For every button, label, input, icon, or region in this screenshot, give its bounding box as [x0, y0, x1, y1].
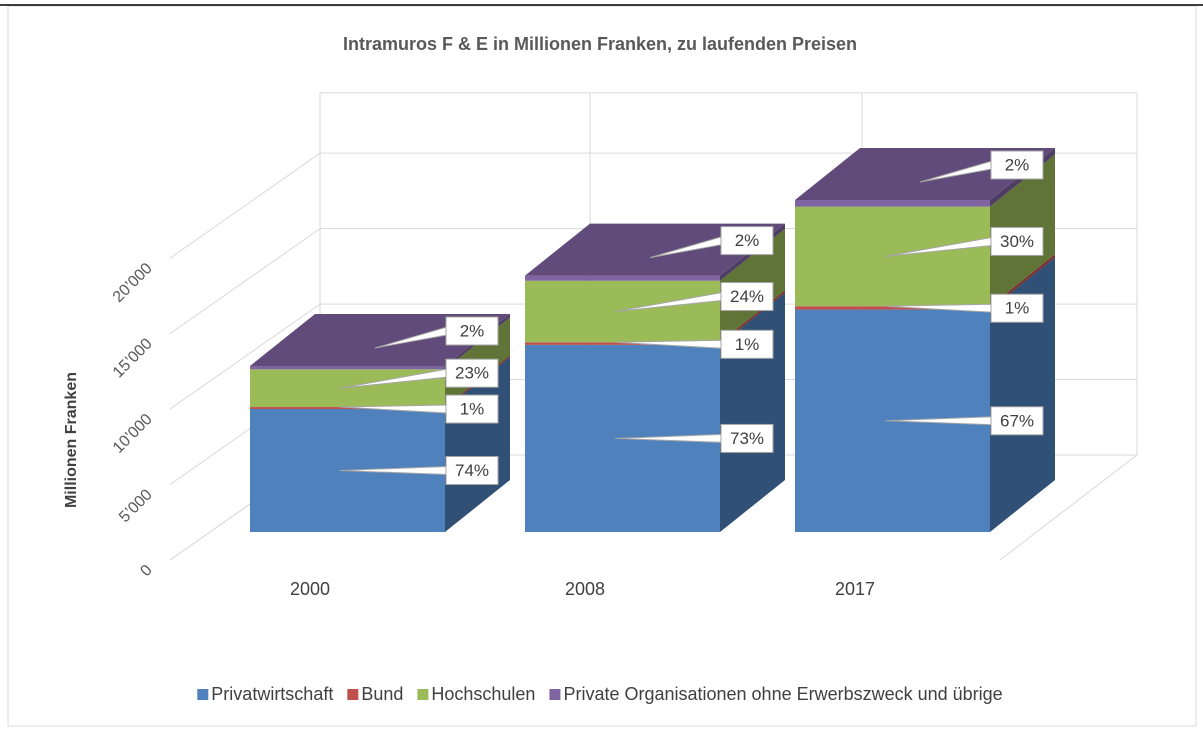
data-label: 1% — [1005, 299, 1030, 318]
data-label-box — [990, 293, 1044, 323]
x-tick-label: 2008 — [565, 579, 605, 599]
data-label: 30% — [1000, 232, 1034, 251]
data-label-box — [990, 406, 1044, 436]
y-axis-title: Millionen Franken — [63, 372, 80, 508]
bar-front — [795, 200, 990, 207]
data-label: 2% — [1005, 155, 1030, 174]
data-label-box — [445, 358, 499, 388]
data-label-box — [720, 282, 774, 312]
bar-front — [525, 280, 720, 343]
data-label: 73% — [730, 429, 764, 448]
bar-side — [990, 257, 1055, 532]
data-label: 74% — [455, 461, 489, 480]
legend-swatch — [197, 689, 209, 700]
data-label-box — [720, 329, 774, 359]
data-label: 2% — [460, 321, 485, 340]
data-label-box — [990, 226, 1044, 256]
legend-label: Private Organisationen ohne Erwerbszweck… — [563, 684, 1002, 704]
bar-top — [250, 314, 510, 366]
legend-label: Bund — [361, 684, 403, 704]
data-label: 1% — [735, 335, 760, 354]
data-label: 23% — [455, 364, 489, 383]
bar-front — [525, 275, 720, 281]
bar-front — [250, 366, 445, 370]
x-tick-label: 2000 — [290, 579, 330, 599]
bar-front — [795, 306, 990, 310]
data-label-box — [445, 456, 499, 486]
bar-front — [525, 342, 720, 345]
data-label-box — [445, 316, 499, 346]
data-label-box — [720, 226, 774, 256]
legend-label: Privatwirtschaft — [211, 684, 333, 704]
bar-front — [795, 206, 990, 307]
bar-top — [795, 148, 1055, 200]
bar-front — [250, 407, 445, 410]
data-label-box — [445, 394, 499, 424]
data-label-box — [990, 150, 1044, 180]
chart-title: Intramuros F & E in Millionen Franken, z… — [343, 34, 857, 54]
legend-swatch — [347, 689, 359, 700]
data-label-box — [720, 423, 774, 453]
x-tick-label: 2017 — [835, 579, 875, 599]
legend-swatch — [549, 689, 561, 700]
data-label: 2% — [735, 231, 760, 250]
data-label: 24% — [730, 287, 764, 306]
legend-swatch — [417, 689, 429, 700]
data-label: 1% — [460, 400, 485, 419]
legend-label: Hochschulen — [431, 684, 535, 704]
bar-top — [525, 223, 785, 276]
legend: Privatwirtschaft Bund Hochschulen Private O… — [197, 684, 1003, 704]
data-label: 67% — [1000, 411, 1034, 430]
